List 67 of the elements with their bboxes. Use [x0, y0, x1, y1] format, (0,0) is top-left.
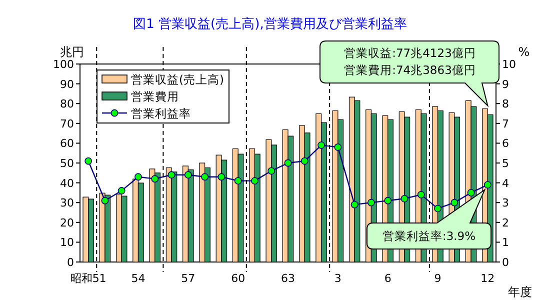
point: [484, 181, 492, 188]
point: [318, 141, 325, 149]
x-tick-label: 60: [231, 272, 246, 285]
y2-tick-label: 3: [502, 196, 509, 210]
point: [268, 167, 276, 175]
callout-top: 営業収益:77兆4123億円 営業費用:74兆3863億円: [320, 40, 500, 106]
y-tick-label: 40: [60, 176, 74, 190]
y-tick-label: 10: [60, 236, 74, 250]
y2-tick-label: 4: [502, 176, 509, 190]
y-tick-label: 80: [60, 98, 74, 111]
point: [300, 157, 308, 165]
y-tick-label: 30: [60, 196, 74, 210]
x-tick-label: 63: [281, 272, 295, 285]
y-tick-label: 90: [60, 78, 74, 91]
point: [434, 204, 442, 212]
y-tick-label: 60: [60, 137, 74, 150]
point: [168, 171, 176, 179]
point: [400, 194, 408, 202]
point: [368, 198, 375, 206]
point: [118, 187, 126, 194]
point: [151, 175, 159, 183]
x-axis-title: 年度: [508, 285, 532, 299]
point: [134, 173, 142, 181]
legend-label: 営業費用: [131, 90, 179, 104]
point: [184, 171, 192, 179]
y2-tick-label: 6: [502, 137, 509, 150]
callout-bottom: 営業利益率:3.9%: [366, 189, 492, 250]
point: [350, 200, 358, 208]
y2-tick-label: 1: [502, 236, 509, 250]
legend-label: 営業収益(売上高): [131, 72, 224, 86]
y2-tick-label: 5: [502, 157, 509, 170]
annotation: 営業費用:74兆3863億円: [344, 63, 476, 77]
y2-tick-label: 7: [502, 117, 509, 130]
x-tick-label: 57: [181, 272, 196, 285]
x-tick-label: 54: [131, 272, 146, 285]
y2-axis-title: %: [518, 45, 530, 59]
x-tick-label: 3: [334, 272, 342, 285]
y2-tick-label: 8: [502, 98, 509, 111]
point: [234, 177, 242, 185]
annotation: 営業利益率:3.9%: [382, 229, 476, 243]
y-tick-label: 20: [60, 216, 74, 230]
y-tick-label: 100: [53, 58, 74, 71]
y-tick-label: 50: [60, 157, 74, 170]
y2-tick-label: 2: [502, 216, 509, 230]
point: [284, 159, 292, 167]
y2-tick-label: 9: [502, 78, 509, 91]
point: [218, 173, 226, 181]
x-tick-label: 9: [434, 272, 442, 285]
y-axis-title: 兆円: [60, 45, 84, 59]
point: [101, 196, 109, 204]
point: [467, 189, 475, 196]
x-tick-label: 6: [384, 272, 392, 285]
chart-title: 図1 営業収益(売上高),営業費用及び営業利益率: [133, 16, 407, 32]
point: [251, 177, 258, 185]
y2-tick-label: 10: [502, 58, 516, 71]
point: [417, 190, 425, 198]
y-tick-label: 0: [67, 256, 74, 269]
point: [334, 143, 342, 151]
point: [84, 157, 92, 165]
y-tick-label: 70: [60, 117, 74, 130]
point: [450, 198, 458, 206]
y2-tick-label: 0: [502, 256, 509, 269]
x-tick-label: 昭和51: [70, 272, 106, 285]
point: [201, 173, 208, 181]
x-tick-label: 12: [480, 272, 495, 285]
legend-label: 営業利益率: [131, 106, 191, 120]
point: [384, 196, 392, 204]
